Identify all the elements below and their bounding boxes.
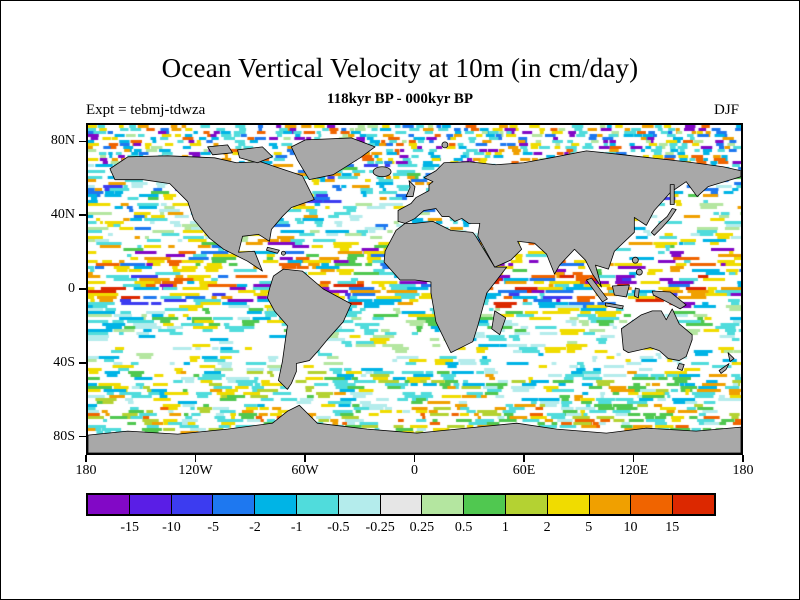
lon-tick-label: 120E — [618, 463, 649, 478]
colorbar-segment — [296, 495, 339, 514]
north-america — [109, 155, 315, 272]
colorbar-segment — [338, 495, 381, 514]
colorbar-tick-label: -0.25 — [365, 520, 395, 535]
colorbar-labels: -15 -10 -5 -2 -1 -0.5 -0.25 0.25 0.5 1 2 5 10 15 — [86, 520, 716, 538]
colorbar-segment — [673, 495, 714, 514]
svalbard — [441, 141, 449, 149]
philippines — [631, 256, 639, 264]
colorbar-segment — [255, 495, 297, 514]
lon-tick-mark — [742, 455, 744, 462]
philippines — [635, 268, 643, 276]
colorbar-segment — [171, 495, 214, 514]
colorbar-segment — [422, 495, 465, 514]
colorbar-tick-label: 0.25 — [409, 520, 435, 535]
colorbar-segment — [213, 495, 256, 514]
colorbar-segment — [464, 495, 506, 514]
sakhalin — [669, 184, 675, 205]
colorbar-segment — [129, 495, 172, 514]
lat-tick-mark — [79, 140, 86, 143]
colorbar-segment — [505, 495, 548, 514]
season-label: DJF — [713, 102, 739, 118]
lon-tick-label: 120W — [178, 463, 213, 478]
cuba — [266, 246, 280, 254]
colorbar-tick-label: 2 — [543, 520, 551, 535]
colorbar-tick-label: -1 — [290, 520, 303, 535]
lon-tick-mark — [632, 455, 635, 462]
tasmania — [676, 363, 685, 371]
lon-tick-mark — [304, 455, 306, 462]
experiment-label: Expt = tebmj-tdwza — [86, 102, 206, 118]
lon-tick-label: 180 — [75, 463, 97, 478]
borneo — [611, 284, 630, 298]
colorbar-tick-label: -15 — [120, 520, 140, 535]
lat-tick-mark — [79, 362, 86, 364]
lon-tick-label: 180 — [732, 463, 754, 478]
java — [605, 302, 624, 310]
colorbar-tick-label: 10 — [623, 520, 638, 535]
colorbar-tick-label: -5 — [207, 520, 220, 535]
lat-tick-label: 80S — [53, 428, 75, 444]
colorbar-segment — [380, 495, 423, 514]
colorbar-tick-label: 0.5 — [454, 520, 473, 535]
sumatra — [586, 277, 608, 303]
australia — [620, 308, 693, 361]
new-zealand — [718, 363, 730, 374]
british-isles — [405, 180, 416, 197]
colorbar-tick-label: 15 — [665, 520, 680, 535]
arctic-islands — [237, 146, 273, 164]
lon-tick-mark — [85, 455, 87, 462]
colorbar-tick-label: -0.5 — [327, 520, 350, 535]
colorbar-segment — [631, 495, 674, 514]
continents-overlay — [88, 137, 741, 453]
colorbar-segment — [589, 495, 632, 514]
colorbar — [86, 493, 716, 516]
lon-tick-mark — [523, 455, 525, 462]
lat-tick-mark — [79, 435, 86, 438]
antarctica — [88, 404, 741, 453]
colorbar-tick-label: -2 — [249, 520, 261, 535]
plot-title: Ocean Vertical Velocity at 10m (in cm/da… — [161, 53, 639, 83]
new-zealand — [727, 352, 735, 362]
madagascar — [491, 310, 507, 336]
lon-tick-label: 60W — [291, 463, 319, 478]
japan — [650, 208, 677, 236]
plot-subtitle: 118kyr BP - 000kyr BP — [326, 91, 474, 107]
new-guinea — [651, 290, 687, 310]
lon-tick-mark — [194, 455, 197, 462]
lat-tick-label: 0 — [68, 281, 75, 296]
lon-tick-label: 0 — [411, 463, 418, 478]
hispaniola — [281, 250, 286, 256]
lat-tick-mark — [79, 288, 86, 290]
lon-tick-mark — [413, 455, 416, 462]
sulawesi — [633, 287, 640, 299]
eurasia — [397, 150, 741, 288]
colorbar-tick-label: 1 — [501, 520, 509, 535]
lat-tick-label: 40S — [53, 354, 75, 370]
south-america — [267, 268, 352, 390]
arctic-islands — [207, 144, 233, 156]
africa — [383, 221, 508, 354]
lat-tick-mark — [79, 214, 86, 216]
iceland — [372, 166, 392, 178]
colorbar-segment — [88, 495, 130, 514]
lon-tick-label: 60E — [512, 463, 536, 478]
colorbar-tick-label: 5 — [585, 520, 593, 535]
lat-tick-label: 80N — [50, 133, 75, 149]
map-frame — [86, 123, 743, 455]
lat-tick-label: 40N — [50, 207, 75, 223]
colorbar-tick-label: -10 — [162, 520, 181, 535]
greenland — [290, 137, 376, 181]
colorbar-segment — [547, 495, 590, 514]
